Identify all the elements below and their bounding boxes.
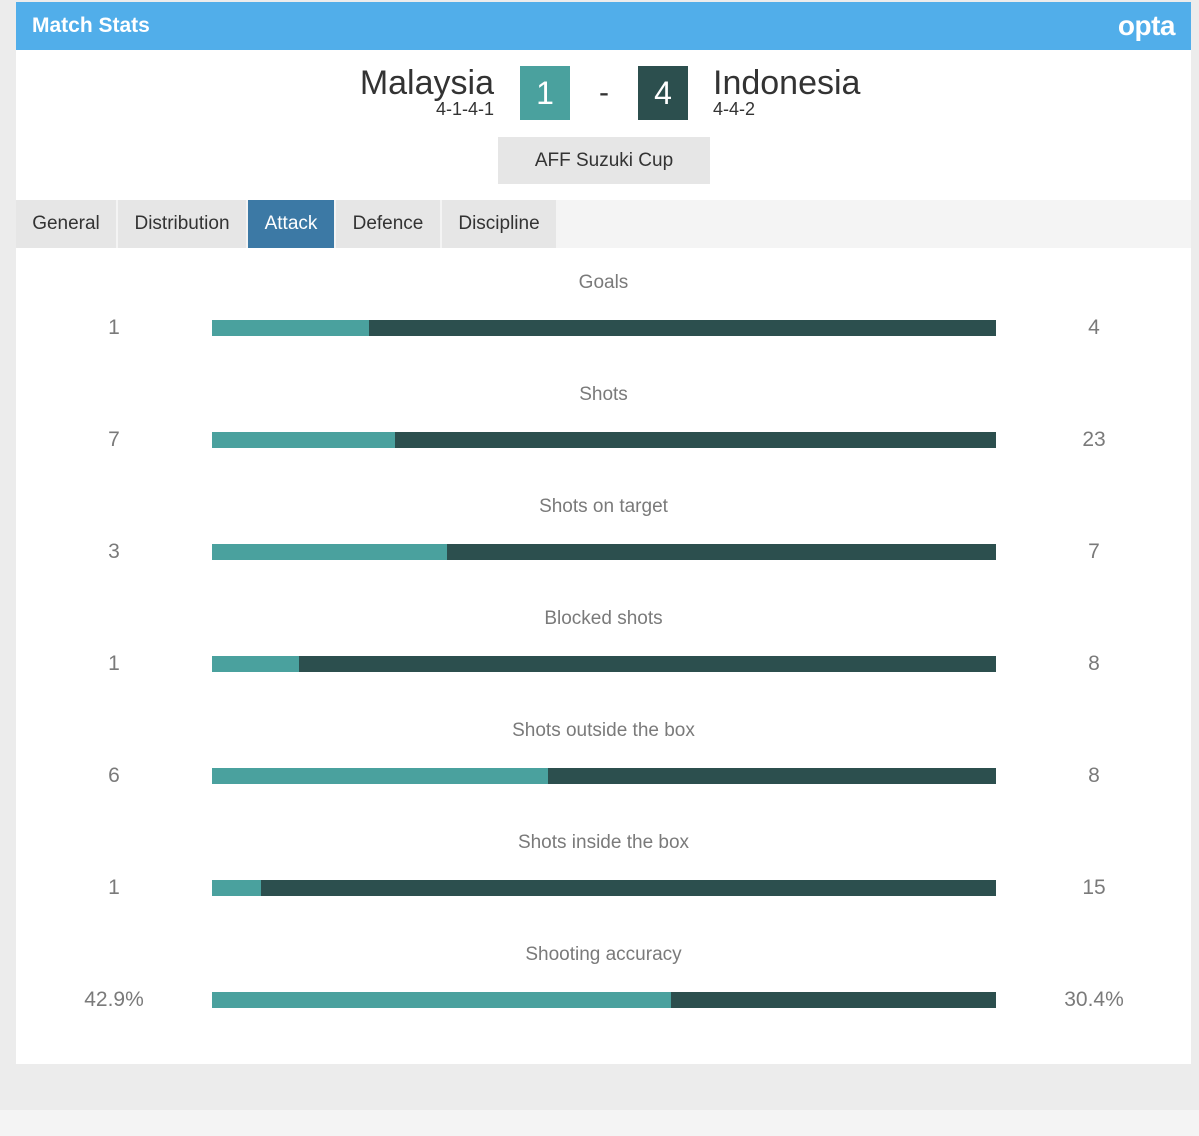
stat-label: Shots on target xyxy=(539,496,668,517)
stat-home-value: 42.9% xyxy=(84,988,144,1011)
stat-row-shots-inside-box: Shots inside the box 1 15 xyxy=(16,832,1191,944)
stat-row-blocked-shots: Blocked shots 1 8 xyxy=(16,608,1191,720)
tab-distribution[interactable]: Distribution xyxy=(118,200,246,248)
stat-bar xyxy=(212,768,996,784)
stat-bar-home-fill xyxy=(212,320,369,336)
widget-header: Match Stats opta xyxy=(16,2,1191,50)
match-stats-widget: Match Stats opta Malaysia 4-1-4-1 1 - 4 … xyxy=(16,2,1191,1064)
away-team-name: Indonesia xyxy=(713,64,861,102)
stats-tabs: General Distribution Attack Defence Disc… xyxy=(16,200,1191,248)
away-team-formation: 4-4-2 xyxy=(713,99,756,119)
stat-away-value: 8 xyxy=(1088,652,1100,675)
tab-discipline[interactable]: Discipline xyxy=(442,200,556,248)
tab-defence[interactable]: Defence xyxy=(336,200,440,248)
stat-home-value: 1 xyxy=(108,652,120,675)
tab-attack[interactable]: Attack xyxy=(248,200,334,248)
stat-bar xyxy=(212,320,996,336)
stat-bar xyxy=(212,432,996,448)
stat-row-shots-on-target: Shots on target 3 7 xyxy=(16,496,1191,608)
stat-bar xyxy=(212,880,996,896)
footer-strip xyxy=(0,1110,1199,1136)
stat-away-value: 8 xyxy=(1088,764,1100,787)
stat-away-value: 15 xyxy=(1082,876,1106,899)
stat-home-value: 6 xyxy=(108,764,120,787)
score-separator: - xyxy=(599,76,609,109)
stat-row-shots: Shots 7 23 xyxy=(16,384,1191,496)
away-team: Indonesia 4-4-2 xyxy=(713,64,861,119)
away-score: 4 xyxy=(638,66,688,120)
opta-logo: opta xyxy=(1117,10,1176,41)
stat-home-value: 1 xyxy=(108,876,120,899)
stat-bar xyxy=(212,544,996,560)
stat-label: Shots inside the box xyxy=(517,832,690,853)
stat-label: Blocked shots xyxy=(544,608,663,629)
stat-bar-home-fill xyxy=(212,544,448,560)
stat-row-goals: Goals 1 4 xyxy=(16,272,1191,384)
home-score: 1 xyxy=(520,66,570,120)
stat-away-value: 7 xyxy=(1088,540,1100,563)
stat-bar xyxy=(212,656,996,672)
home-team-formation: 4-1-4-1 xyxy=(435,99,494,119)
stat-row-shooting-accuracy: Shooting accuracy 42.9% 30.4% xyxy=(16,944,1191,1056)
stat-home-value: 7 xyxy=(108,428,120,451)
tab-general[interactable]: General xyxy=(16,200,116,248)
stat-home-value: 3 xyxy=(108,540,120,563)
home-team: Malaysia 4-1-4-1 xyxy=(359,64,494,119)
stat-bar-home-fill xyxy=(212,880,261,896)
stat-bar xyxy=(212,992,996,1008)
stat-label: Goals xyxy=(578,272,629,293)
stat-away-value: 23 xyxy=(1082,428,1106,451)
stat-bar-home-fill xyxy=(212,992,671,1008)
widget-title: Match Stats xyxy=(32,14,150,37)
home-team-name: Malaysia xyxy=(359,64,494,102)
stat-label: Shots xyxy=(579,384,628,405)
stat-bar-home-fill xyxy=(212,432,395,448)
stat-home-value: 1 xyxy=(108,316,120,339)
stat-label: Shots outside the box xyxy=(512,720,695,741)
stat-bar-home-fill xyxy=(212,768,549,784)
stat-away-value: 4 xyxy=(1088,316,1100,339)
stat-away-value: 30.4% xyxy=(1064,988,1124,1011)
stat-bar-home-fill xyxy=(212,656,300,672)
stat-row-shots-outside-box: Shots outside the box 6 8 xyxy=(16,720,1191,832)
competition-label: AFF Suzuki Cup xyxy=(498,137,710,184)
stat-label: Shooting accuracy xyxy=(525,944,682,965)
